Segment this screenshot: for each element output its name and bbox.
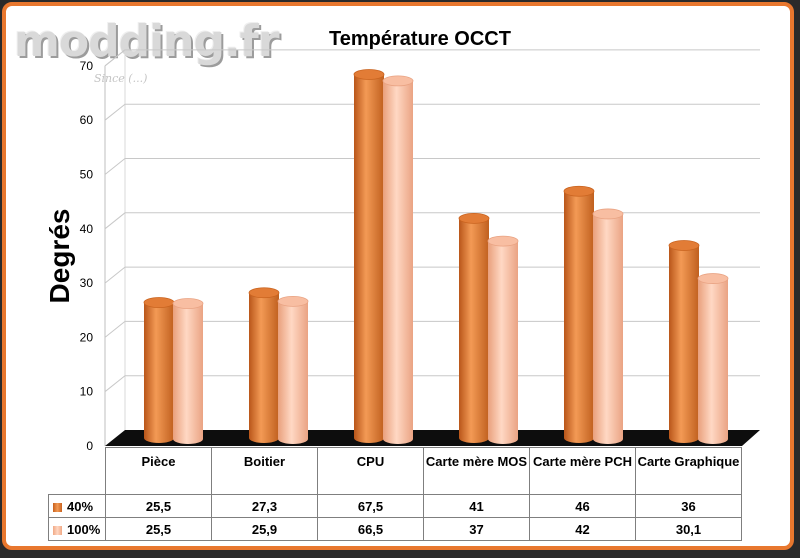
bar-2-6-body xyxy=(698,278,728,444)
gridline xyxy=(104,49,760,67)
data-label: 30,1 xyxy=(635,517,742,541)
data-label: 25,5 xyxy=(105,494,212,518)
bar-1-3-body xyxy=(354,74,384,443)
logo-tagline: Since (...) xyxy=(94,72,148,85)
bar-1-6-body xyxy=(669,245,699,443)
bar-1-3-top xyxy=(353,69,385,80)
data-label: 42 xyxy=(529,517,636,541)
data-label: 66,5 xyxy=(317,517,424,541)
bar-1-5-top xyxy=(563,185,595,197)
gridline xyxy=(104,103,760,121)
data-table: Pièce Boitier CPU Carte mère MOS Carte mère … xyxy=(48,447,742,541)
legend-label-series-2: 100% xyxy=(67,521,101,537)
bar-1-4-top xyxy=(458,212,490,224)
legend-swatch-series-2 xyxy=(53,525,62,535)
legend-entry-series-1: 40% xyxy=(48,494,106,518)
y-tick-label: 20 xyxy=(80,330,94,344)
bar-2-5-top xyxy=(592,208,624,220)
y-tick-label: 40 xyxy=(80,222,94,236)
gridline xyxy=(104,212,760,230)
legend-label-series-1: 40% xyxy=(67,498,94,514)
y-tick-label: 50 xyxy=(80,168,94,182)
bar-2-3-top xyxy=(382,75,414,87)
gridline xyxy=(104,158,760,175)
category-label: Carte mère PCH xyxy=(529,447,636,495)
data-table-corner xyxy=(49,448,106,495)
legend-swatch-series-1 xyxy=(53,502,62,512)
category-label: Pièce xyxy=(105,447,212,495)
y-tick-label: 0 xyxy=(86,439,93,453)
bar-2-1-top xyxy=(172,298,204,309)
bar-2-2-top xyxy=(277,295,309,307)
site-logo: modding.fr xyxy=(14,16,280,67)
chart-floor xyxy=(105,430,760,446)
bar-2-3-body xyxy=(383,80,413,444)
data-label: 37 xyxy=(423,517,530,541)
data-label: 25,9 xyxy=(211,517,318,541)
bar-2-4-body xyxy=(488,241,518,444)
category-label: CPU xyxy=(317,447,424,495)
category-label: Carte Graphique xyxy=(635,447,742,495)
bar-2-2-body xyxy=(278,301,308,444)
bar-2-6-top xyxy=(697,273,729,284)
bar-1-4-body xyxy=(459,218,489,443)
bar-1-1-top xyxy=(143,297,175,308)
bar-1-5-body xyxy=(564,191,594,443)
data-label: 46 xyxy=(529,494,636,518)
y-tick-label: 30 xyxy=(80,276,94,290)
data-label: 36 xyxy=(635,494,742,518)
y-tick-label: 10 xyxy=(80,385,94,399)
data-label: 25,5 xyxy=(105,517,212,541)
category-label: Boitier xyxy=(211,447,318,495)
gridline xyxy=(104,375,760,393)
y-tick-label: 70 xyxy=(80,59,94,73)
gridline xyxy=(104,266,760,284)
bar-2-5-body xyxy=(593,213,623,444)
data-table-row-series-1: 40% 25,5 27,3 67,5 41 46 36 xyxy=(48,494,742,518)
bar-1-2-body xyxy=(249,292,279,443)
data-label: 27,3 xyxy=(211,494,318,518)
bar-1-2-top xyxy=(248,287,280,299)
data-table-row-series-2: 100% 25,5 25,9 66,5 37 42 30,1 xyxy=(48,517,742,541)
category-label: Carte mère MOS xyxy=(423,447,530,495)
bar-1-6-top xyxy=(668,240,700,251)
data-label: 67,5 xyxy=(317,494,424,518)
gridline xyxy=(104,320,760,338)
bar-1-1-body xyxy=(144,302,174,443)
y-axis-label: Degrés xyxy=(44,208,75,304)
data-label: 41 xyxy=(423,494,530,518)
data-table-header-row: Pièce Boitier CPU Carte mère MOS Carte mère … xyxy=(49,447,742,495)
chart-title: Température OCCT xyxy=(329,28,511,50)
bar-2-1-body xyxy=(173,303,203,444)
bar-2-4-top xyxy=(487,235,519,247)
y-tick-label: 60 xyxy=(80,113,94,127)
legend-entry-series-2: 100% xyxy=(48,517,106,541)
